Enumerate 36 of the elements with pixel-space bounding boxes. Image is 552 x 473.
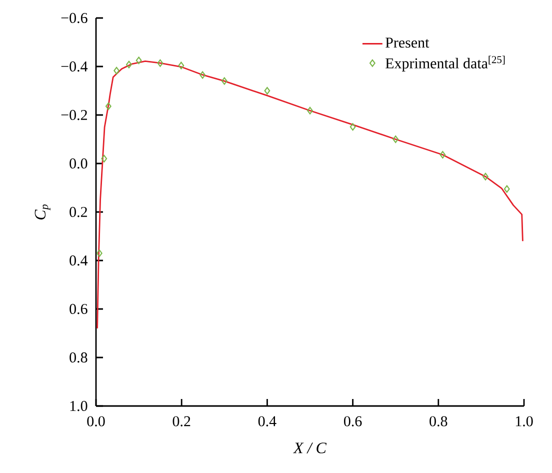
legend-label: Exprimental data$^{[25]}$: [386, 56, 505, 72]
x-axis-title: X / C: [293, 442, 327, 454]
point: [136, 56, 142, 64]
point: [307, 106, 313, 114]
point: [200, 71, 206, 79]
point: [105, 102, 112, 110]
y-tick-label: −0.6: [61, 12, 88, 24]
y-tick-label: 0.0: [70, 158, 88, 169]
point: [440, 151, 446, 159]
point: [157, 59, 164, 67]
x-tick-label: 0.0: [87, 416, 105, 426]
legend-label: Present: [386, 38, 430, 48]
point: [114, 66, 120, 74]
y-tick-label: −0.4: [61, 61, 88, 72]
y-tick-label: 0.8: [70, 352, 88, 363]
point: [178, 62, 184, 70]
y-tick-label: −0.2: [61, 110, 87, 120]
point: [504, 185, 510, 193]
x-tick-label: 1.0: [516, 416, 533, 426]
y-tick-label: 0.6: [70, 304, 88, 314]
point: [482, 172, 488, 180]
x-tick-label: 0.8: [430, 416, 448, 426]
y-tick-label: 0.4: [70, 255, 88, 266]
point: [264, 86, 270, 94]
x-tick-label: 0.6: [344, 416, 362, 426]
x-tick-label: 0.2: [172, 416, 190, 426]
x-tick-label: 0.4: [258, 416, 276, 426]
point: [221, 77, 228, 85]
point: [392, 136, 399, 143]
point: [126, 60, 132, 68]
y-axis-title: C$_{p}$: [34, 204, 50, 220]
point: [350, 123, 356, 131]
y-tick-label: 1.0: [70, 400, 88, 412]
point: [96, 249, 102, 257]
y-tick-label: 0.2: [70, 206, 87, 218]
point: [101, 154, 108, 162]
